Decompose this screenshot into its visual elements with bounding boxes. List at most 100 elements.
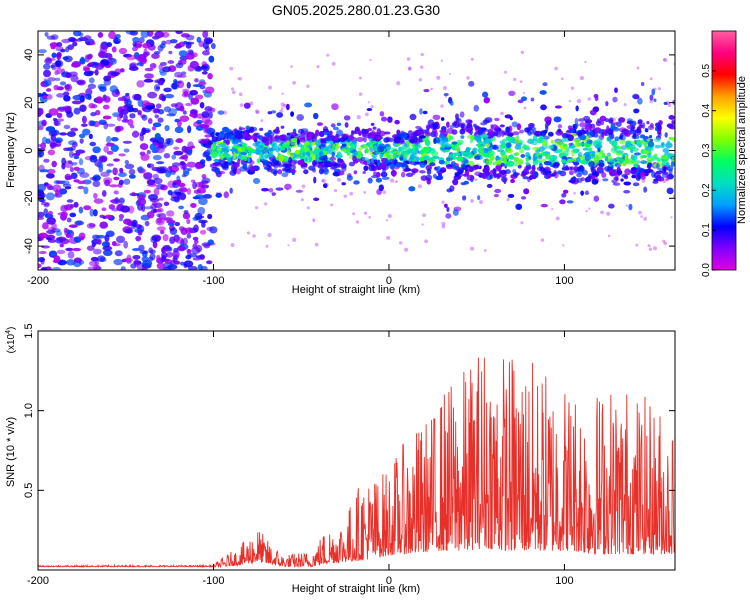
heatmap-cell — [604, 165, 611, 172]
heatmap-cell — [261, 136, 267, 143]
heatmap-cell — [227, 134, 231, 139]
heatmap-cell — [618, 117, 626, 123]
heatmap-cell — [337, 170, 345, 176]
heatmap-cell — [321, 178, 326, 183]
heatmap-cell — [64, 84, 71, 90]
heatmap-cell — [42, 222, 49, 230]
heatmap-cell — [47, 227, 56, 231]
heatmap-cell — [193, 224, 199, 233]
heatmap-x-tick-label: 100 — [555, 275, 573, 287]
heatmap-cell — [208, 55, 215, 63]
heatmap-cell — [194, 161, 203, 170]
heatmap-cell — [637, 178, 641, 182]
heatmap-cell — [540, 130, 547, 137]
heatmap-cell — [584, 124, 592, 131]
heatmap-cell — [271, 192, 276, 196]
heatmap-cell — [92, 180, 101, 188]
heatmap-cell — [440, 167, 447, 173]
heatmap-cell — [118, 47, 128, 55]
heatmap-cell — [629, 169, 637, 174]
heatmap-cell — [465, 119, 473, 124]
heatmap-cell — [110, 71, 120, 76]
heatmap-cell — [85, 88, 93, 96]
heatmap-cell — [573, 192, 576, 195]
heatmap-cell — [89, 208, 94, 217]
heatmap-cell — [487, 150, 495, 157]
heatmap-cell — [175, 138, 184, 143]
heatmap-cell — [557, 124, 563, 129]
heatmap-cell — [166, 210, 175, 217]
heatmap-x-ticks: -200 -100 0 100 — [27, 31, 574, 287]
heatmap-cell — [210, 42, 216, 50]
heatmap-cell — [348, 161, 356, 167]
heatmap-cell — [643, 141, 647, 148]
heatmap-cell — [465, 164, 470, 168]
heatmap-cell — [365, 147, 369, 154]
heatmap-cell — [663, 58, 666, 61]
heatmap-cell — [315, 129, 320, 136]
heatmap-cell — [131, 130, 140, 138]
heatmap-cell — [192, 196, 201, 200]
heatmap-cell — [646, 120, 650, 125]
heatmap-cell — [609, 126, 618, 130]
heatmap-cell — [418, 162, 425, 166]
heatmap-cell — [43, 69, 52, 78]
heatmap-cell — [657, 87, 661, 91]
heatmap-cell — [538, 154, 543, 160]
snr-x-tick-label: 0 — [386, 575, 392, 587]
heatmap-cell — [276, 112, 284, 118]
heatmap-cell — [181, 174, 187, 178]
heatmap-cell — [289, 153, 294, 158]
heatmap-cell — [144, 220, 150, 227]
heatmap-cell — [356, 136, 365, 143]
heatmap-cell — [631, 154, 638, 161]
heatmap-cell — [72, 94, 83, 101]
heatmap-cell — [636, 160, 641, 164]
heatmap-cell — [252, 234, 256, 238]
heatmap-cell — [547, 131, 554, 137]
heatmap-cell — [70, 127, 79, 132]
heatmap-cell — [178, 205, 184, 210]
heatmap-cell — [318, 168, 324, 175]
heatmap-cell — [655, 126, 659, 132]
heatmap-cell — [480, 133, 489, 139]
heatmap-cell — [72, 41, 78, 47]
heatmap-cell — [546, 173, 552, 179]
heatmap-cell — [530, 169, 535, 175]
heatmap-cell — [554, 66, 558, 71]
heatmap-cell — [281, 172, 289, 178]
heatmap-cell — [165, 251, 174, 258]
heatmap-cell — [474, 171, 483, 176]
heatmap-cell — [611, 179, 617, 184]
heatmap-cell — [275, 126, 280, 131]
heatmap-cell — [294, 149, 301, 155]
heatmap-cell — [306, 206, 310, 210]
heatmap-cell — [120, 266, 126, 270]
heatmap-cell — [159, 71, 167, 76]
heatmap-cell — [346, 175, 353, 181]
heatmap-cell — [316, 122, 323, 126]
heatmap-cell — [532, 156, 537, 161]
heatmap-cell — [445, 163, 453, 168]
heatmap-cell — [141, 104, 147, 112]
heatmap-cell — [323, 163, 329, 169]
heatmap-cell — [517, 159, 524, 165]
heatmap-cell — [243, 102, 251, 109]
heatmap-cell — [352, 212, 356, 216]
heatmap-cell — [201, 71, 208, 75]
heatmap-cell — [429, 162, 436, 167]
heatmap-cell — [396, 81, 401, 86]
heatmap-cell — [557, 170, 563, 175]
heatmap-cell — [398, 146, 403, 151]
heatmap-cell — [309, 150, 314, 155]
heatmap-cell — [38, 263, 42, 269]
heatmap-cell — [393, 136, 401, 142]
heatmap-x-tick-label: -100 — [202, 275, 224, 287]
heatmap-cell — [604, 118, 610, 123]
heatmap-cell — [671, 136, 675, 143]
heatmap-cell — [409, 113, 417, 121]
heatmap-cell — [128, 66, 139, 71]
heatmap-cell — [172, 250, 180, 258]
heatmap-cell — [280, 102, 285, 107]
heatmap-cell — [387, 116, 393, 123]
